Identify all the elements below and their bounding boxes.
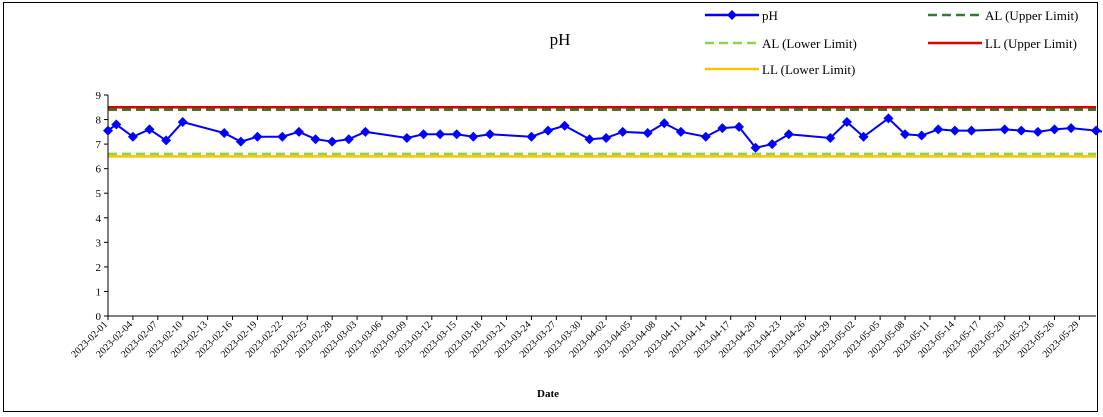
ph-point bbox=[1032, 126, 1043, 137]
ph-point bbox=[675, 126, 686, 137]
chart-title: pH bbox=[550, 30, 571, 49]
ph-point bbox=[617, 126, 628, 137]
ph-point bbox=[584, 134, 595, 145]
ph-point bbox=[559, 120, 570, 131]
ph-point bbox=[1091, 125, 1101, 136]
legend: pH AL (Upper Limit) AL (Lower Limit) LL (Up… bbox=[705, 8, 1078, 77]
ph-point bbox=[435, 129, 446, 140]
ph-point bbox=[144, 124, 155, 135]
ph-point bbox=[659, 118, 670, 129]
ph-point bbox=[717, 123, 728, 134]
legend-label: pH bbox=[762, 8, 778, 23]
y-tick-label: 9 bbox=[96, 90, 102, 102]
ph-point bbox=[401, 132, 412, 143]
ph-point bbox=[966, 125, 977, 136]
y-tick-label: 1 bbox=[96, 286, 102, 298]
ph-point bbox=[484, 129, 495, 140]
ph-point bbox=[418, 129, 429, 140]
ph-point bbox=[468, 131, 479, 142]
ph-point bbox=[916, 130, 927, 141]
ph-point bbox=[700, 131, 711, 142]
ph-point bbox=[360, 126, 371, 137]
ph-point bbox=[825, 132, 836, 143]
x-axis-label: Date bbox=[537, 388, 559, 400]
ph-point bbox=[933, 124, 944, 135]
ph-point bbox=[343, 134, 354, 145]
y-tick-label: 7 bbox=[96, 139, 102, 151]
y-tick-label: 2 bbox=[96, 262, 102, 274]
ph-point bbox=[219, 128, 230, 139]
ph-point bbox=[642, 128, 653, 139]
ph-point bbox=[293, 126, 304, 137]
y-tick-label: 8 bbox=[96, 115, 102, 127]
legend-label: LL (Lower Limit) bbox=[762, 62, 855, 77]
ph-point bbox=[858, 131, 869, 142]
y-tick-label: 5 bbox=[96, 188, 102, 200]
legend-label: AL (Upper Limit) bbox=[985, 8, 1078, 23]
ph-point bbox=[1016, 125, 1027, 136]
ph-point bbox=[841, 117, 852, 128]
axes bbox=[107, 95, 1096, 317]
legend-marker bbox=[727, 10, 737, 20]
legend-label: AL (Lower Limit) bbox=[762, 36, 857, 51]
ph-point bbox=[601, 132, 612, 143]
ph-series bbox=[103, 113, 1102, 153]
ph-point bbox=[277, 131, 288, 142]
ph-point bbox=[310, 134, 321, 145]
ph-point bbox=[733, 121, 744, 132]
ph-point bbox=[177, 117, 188, 128]
limit-lines bbox=[108, 106, 1096, 158]
ph-point bbox=[127, 131, 138, 142]
ph-point bbox=[999, 124, 1010, 135]
ph-point bbox=[750, 142, 761, 153]
x-axis-ticks: 2023-02-012023-02-042023-02-072023-02-10… bbox=[69, 316, 1082, 360]
ph-point bbox=[451, 129, 462, 140]
ph-point bbox=[111, 119, 122, 130]
ph-point bbox=[883, 113, 894, 124]
ph-point bbox=[235, 136, 246, 147]
ph-point bbox=[1066, 123, 1077, 134]
ph-point bbox=[900, 129, 911, 140]
ph-point bbox=[252, 131, 263, 142]
ph-point bbox=[543, 125, 554, 136]
ph-point bbox=[103, 125, 113, 136]
ph-series-line bbox=[107, 117, 1102, 149]
y-tick-label: 6 bbox=[96, 164, 102, 176]
ph-point bbox=[767, 139, 778, 150]
legend-label: LL (Upper Limit) bbox=[985, 36, 1077, 51]
ph-point bbox=[327, 136, 338, 147]
ph-point bbox=[783, 129, 794, 140]
ph-point bbox=[949, 125, 960, 136]
y-tick-label: 3 bbox=[96, 237, 102, 249]
y-tick-label: 4 bbox=[96, 213, 102, 225]
y-axis-ticks: 0 1 2 3 4 5 6 7 8 9 bbox=[96, 90, 108, 323]
ph-point bbox=[161, 135, 172, 146]
y-tick-label: 0 bbox=[96, 311, 102, 323]
ph-point bbox=[526, 131, 537, 142]
ph-point bbox=[1049, 124, 1060, 135]
chart-frame bbox=[3, 2, 1098, 412]
